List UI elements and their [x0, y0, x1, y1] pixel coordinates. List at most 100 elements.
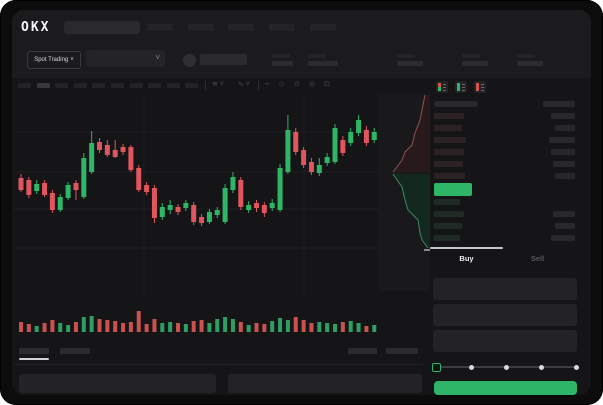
bid-row-price[interactable] — [434, 223, 462, 229]
okx-logo[interactable]: OKX — [21, 20, 51, 35]
timeframe-button-3[interactable] — [55, 83, 69, 88]
timeframe-button-5[interactable] — [92, 83, 106, 88]
icon-line — [462, 90, 465, 91]
timeframe-button-2[interactable] — [36, 83, 50, 88]
ask-row-price[interactable] — [434, 173, 465, 179]
depth-chart[interactable] — [378, 95, 430, 291]
slider-stop-75[interactable] — [538, 364, 544, 370]
candle-style-dropdown[interactable]: ∿ ˅ — [238, 81, 250, 88]
ask-row-price[interactable] — [434, 125, 462, 131]
nav-item-1[interactable] — [147, 24, 173, 31]
ask-row-price[interactable] — [434, 137, 466, 143]
fullscreen-icon[interactable]: ⊡ — [324, 81, 330, 88]
slider-handle[interactable] — [432, 363, 441, 372]
timeframe-button-6[interactable] — [111, 83, 124, 88]
ask-row-price[interactable] — [434, 149, 464, 155]
bottom-action-right[interactable] — [386, 348, 418, 354]
bottom-tab-order-history[interactable] — [60, 348, 90, 354]
icon-top-swatch — [476, 83, 479, 87]
icon-line — [481, 87, 484, 88]
timeframe-button-1[interactable] — [18, 83, 31, 88]
icon-bottom-swatch — [476, 87, 479, 91]
total-input[interactable] — [433, 330, 577, 352]
candlestick-chart[interactable] — [14, 96, 378, 336]
bottom-action-left[interactable] — [348, 348, 377, 354]
line-type-icon[interactable]: ∼ — [264, 81, 270, 88]
slider-stop-25[interactable] — [468, 364, 474, 370]
bid-row-amount[interactable] — [555, 223, 575, 229]
stat-value-placeholder — [397, 61, 423, 66]
bid-row-price[interactable] — [434, 199, 460, 205]
ask-row-amount[interactable] — [549, 137, 575, 143]
timeframe-button-9[interactable] — [166, 83, 180, 88]
stat-label-placeholder — [308, 54, 326, 58]
market-type-dropdown[interactable]: Spot Trading ˅ — [27, 51, 81, 69]
stat-label-placeholder — [272, 54, 290, 58]
timeframe-button-8[interactable] — [148, 83, 162, 88]
stat-value-placeholder — [308, 61, 338, 66]
tab-buy[interactable]: Buy — [459, 254, 474, 263]
pair-selector-dropdown[interactable]: ˅ — [86, 50, 165, 67]
icon-line — [481, 84, 484, 85]
ask-row-price[interactable] — [434, 161, 463, 167]
nav-item-4[interactable] — [269, 24, 295, 31]
stat-label-placeholder — [517, 54, 535, 58]
stat-value-placeholder — [517, 61, 543, 66]
icon-line — [443, 90, 446, 91]
nav-item-3[interactable] — [228, 24, 254, 31]
icon-line — [462, 87, 465, 88]
bid-row-price[interactable] — [434, 211, 464, 217]
bid-row-amount[interactable] — [553, 211, 575, 217]
snapshot-icon[interactable]: ⊙ — [294, 81, 300, 88]
icon-line — [443, 84, 446, 85]
book-bids-icon[interactable] — [455, 81, 467, 93]
ask-row-amount[interactable] — [551, 113, 575, 119]
slider-stop-100[interactable] — [573, 364, 579, 370]
stat-value-placeholder — [462, 61, 488, 66]
market-type-label: Spot Trading — [34, 57, 69, 63]
ask-row-amount[interactable] — [555, 173, 575, 179]
search-input[interactable] — [64, 21, 140, 34]
ask-row-amount[interactable] — [555, 125, 575, 131]
amount-input[interactable] — [433, 304, 577, 326]
timeframe-button-7[interactable] — [129, 83, 143, 88]
slider-stop-50[interactable] — [503, 364, 509, 370]
history-empty-panel — [228, 374, 422, 393]
icon-top-swatch — [457, 83, 460, 87]
book-asks-icon[interactable] — [474, 81, 486, 93]
bottom-active-tab-indicator — [19, 358, 49, 360]
timeframe-button-10[interactable] — [185, 83, 199, 88]
last-price-placeholder — [200, 54, 247, 65]
draw-tool-icon[interactable]: ◇ — [279, 81, 285, 88]
stat-label-placeholder — [462, 54, 480, 58]
bottom-tab-open-orders[interactable] — [19, 348, 49, 354]
ask-row-price[interactable] — [434, 113, 464, 119]
ask-row-amount[interactable] — [553, 161, 575, 167]
active-tab-indicator — [430, 247, 503, 249]
indicators-dropdown[interactable]: ≋ ˅ — [212, 81, 224, 88]
icon-line — [462, 84, 465, 85]
bid-row-price[interactable] — [434, 235, 460, 241]
timeframe-button-4[interactable] — [73, 83, 87, 88]
nav-item-5[interactable] — [310, 24, 336, 31]
divider — [14, 364, 423, 365]
chevron-down-icon: ˅ — [155, 53, 160, 62]
icon-bottom-swatch — [457, 87, 460, 91]
tab-sell[interactable]: Sell — [530, 254, 545, 263]
chevron-down-icon: ˅ — [70, 57, 74, 63]
price-input[interactable] — [433, 278, 577, 300]
divider — [205, 81, 206, 90]
icon-bottom-swatch — [438, 87, 441, 91]
ask-row-amount[interactable] — [551, 149, 575, 155]
orderbook-price-header — [434, 101, 478, 107]
book-both-icon[interactable] — [436, 81, 448, 93]
settings-icon[interactable]: ◎ — [309, 81, 316, 88]
nav-item-2[interactable] — [188, 24, 214, 31]
bid-row-amount[interactable] — [551, 235, 575, 241]
orders-empty-panel — [19, 374, 216, 393]
icon-top-swatch — [438, 83, 441, 87]
orderbook-last-price[interactable] — [434, 183, 472, 196]
icon-line — [443, 87, 446, 88]
buy-submit-button[interactable] — [434, 381, 577, 395]
